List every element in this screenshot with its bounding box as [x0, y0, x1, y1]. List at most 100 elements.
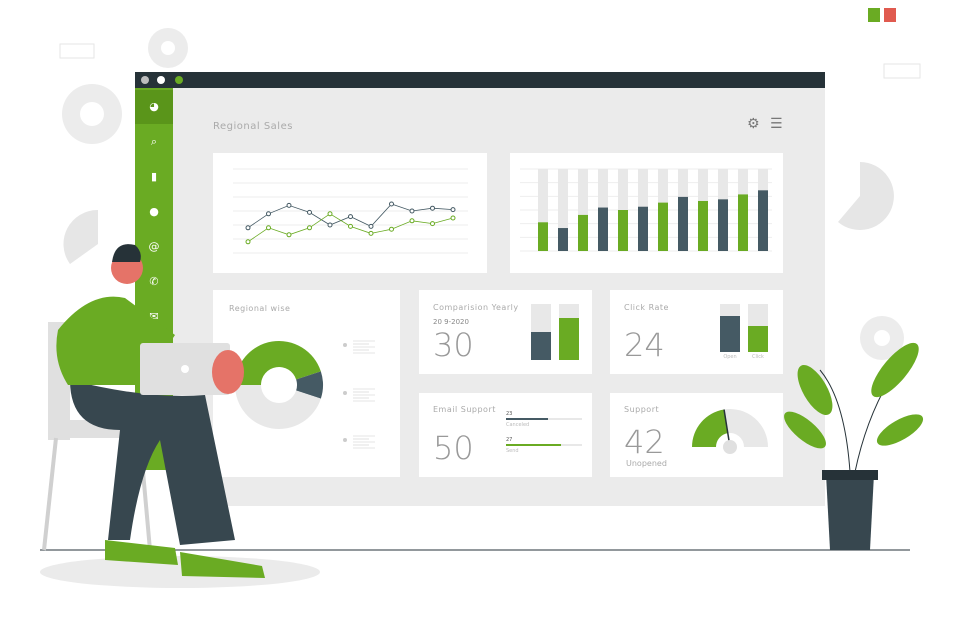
bar-label: Canceled: [506, 422, 530, 428]
plus-badge-icon: [868, 8, 880, 22]
bar: [758, 190, 768, 251]
data-point: [286, 232, 292, 238]
donut-slice: [235, 385, 321, 430]
card-title: Email Support: [433, 405, 496, 414]
bar-fill: [506, 444, 561, 446]
regional-card: Regional wise: [213, 290, 400, 477]
bar: [558, 228, 568, 251]
gauge-hub: [723, 440, 737, 454]
donut-slice: [296, 371, 323, 399]
data-point: [450, 215, 456, 221]
bar: [559, 318, 579, 360]
bar: [578, 214, 588, 251]
gauge-track: [724, 409, 768, 447]
decor-box: [883, 63, 921, 79]
data-point: [389, 226, 394, 232]
email-value: 50: [433, 429, 474, 467]
gauge: [692, 409, 768, 454]
legend-dot: [343, 438, 347, 442]
bar-background: [538, 169, 548, 251]
bar: [720, 316, 740, 352]
date-range: 20 9-2020: [433, 318, 469, 326]
window-dot[interactable]: [157, 76, 165, 84]
donut-slice: [235, 340, 321, 385]
gauge-fill: [692, 409, 728, 447]
support-value: 42: [624, 423, 665, 461]
data-point: [266, 225, 271, 231]
decor-box: [59, 43, 95, 59]
main-panel: Regional Sales ⚙ ☰ Regional wise Compari…: [173, 88, 825, 506]
bar-label: Open: [723, 354, 737, 360]
data-point: [245, 225, 251, 231]
mail-icon[interactable]: ✉: [149, 310, 159, 323]
data-point: [327, 222, 333, 228]
bar-label: Send: [506, 448, 519, 454]
card-title: Click Rate: [624, 303, 669, 312]
search-icon[interactable]: ⌕: [150, 135, 158, 148]
window-titlebar: [135, 72, 825, 88]
bar: [748, 325, 768, 352]
data-point: [409, 218, 415, 224]
gear-icon: [62, 84, 122, 144]
bar-count: 23: [506, 411, 513, 417]
click-rate-card: Click Rate 24 Open Click: [610, 290, 783, 374]
page-title: Regional Sales: [213, 121, 293, 132]
menu-icon[interactable]: ☰: [770, 116, 783, 132]
minus-badge-icon: [884, 8, 896, 22]
bar-background: [578, 169, 588, 251]
plant: [784, 342, 924, 550]
comparison-card: Comparision Yearly 20 9-2020 30: [419, 290, 592, 374]
card-title: Support: [624, 405, 660, 414]
data-point: [368, 223, 374, 229]
data-point: [430, 205, 435, 211]
email-support-card: Email Support 50 23 Canceled 27 Send: [419, 393, 592, 477]
bar: [678, 196, 688, 251]
legend-dot: [343, 343, 347, 347]
bar: [658, 202, 668, 251]
gear-icon: [860, 316, 904, 360]
support-card: Support 42 Unopened: [610, 393, 783, 477]
dashboard-icon[interactable]: ◕: [135, 90, 173, 124]
line-chart-card: [213, 153, 487, 273]
data-point: [307, 209, 312, 215]
bar: [618, 210, 628, 251]
bar: [718, 199, 728, 251]
bar-chart: [520, 168, 772, 252]
data-point: [327, 211, 333, 217]
pie-decor-icon: [838, 162, 894, 230]
bar: [698, 200, 708, 251]
phone-icon[interactable]: ✆: [149, 275, 159, 288]
data-point: [307, 225, 312, 231]
data-point: [266, 211, 271, 217]
line-chart: [233, 168, 468, 254]
person: [56, 244, 265, 578]
bar: [531, 332, 551, 360]
data-point: [430, 221, 435, 227]
legend-dot: [343, 391, 347, 395]
bar-chart-card: [510, 153, 783, 273]
window-dot[interactable]: [141, 76, 149, 84]
card-title: Comparision Yearly: [433, 303, 519, 312]
bar-chart-icon[interactable]: ▮: [150, 170, 158, 183]
gear-icon: [148, 28, 188, 68]
donut-chart: [235, 340, 375, 449]
data-point: [409, 208, 415, 214]
at-icon[interactable]: @: [148, 240, 160, 253]
card-title: Regional wise: [229, 304, 291, 313]
bar-fill: [506, 418, 548, 420]
bar-label: Click: [752, 354, 764, 360]
data-point: [348, 223, 353, 229]
click-rate-value: 24: [624, 326, 665, 364]
bar-background: [558, 169, 568, 251]
chat-icon[interactable]: ●: [149, 205, 159, 218]
bar: [598, 207, 608, 251]
window-dot[interactable]: [175, 76, 183, 84]
data-point: [348, 214, 353, 220]
data-point: [389, 201, 394, 207]
data-point: [286, 202, 292, 208]
bar: [738, 194, 748, 251]
support-label: Unopened: [626, 459, 667, 468]
bar-count: 27: [506, 437, 513, 443]
gear-icon[interactable]: ⚙: [747, 116, 760, 132]
